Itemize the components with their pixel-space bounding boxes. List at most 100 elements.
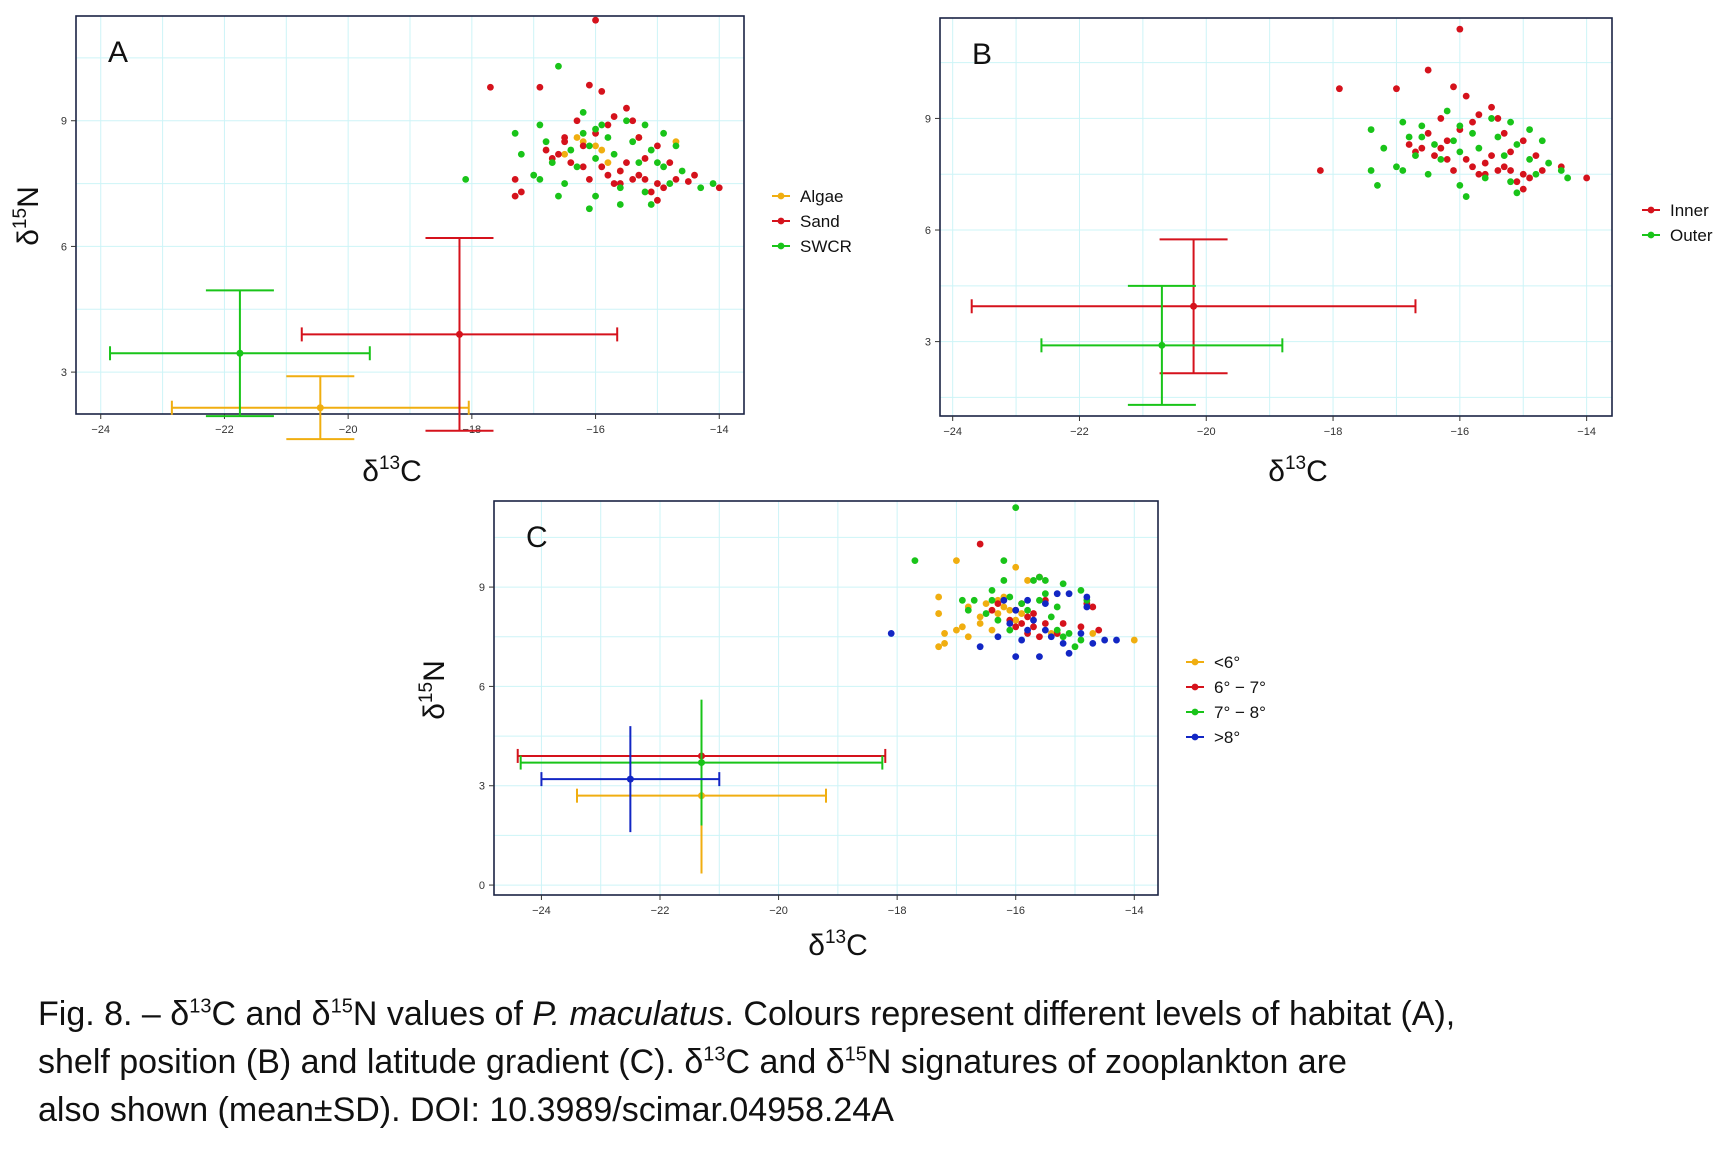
data-point — [1418, 122, 1426, 130]
plot-frame — [939, 17, 1613, 417]
data-point — [1000, 603, 1008, 611]
y-tick-label: 3 — [925, 337, 931, 349]
mean-point — [455, 330, 463, 338]
x-tick-label: −20 — [1197, 426, 1216, 438]
data-point — [982, 610, 990, 617]
data-point — [1089, 603, 1097, 611]
data-point — [1012, 504, 1020, 512]
x-tick-label: −22 — [215, 424, 234, 436]
data-point — [1006, 593, 1014, 601]
data-point — [715, 184, 723, 192]
data-point — [1065, 649, 1073, 657]
data-point — [1380, 144, 1388, 152]
data-point — [1000, 577, 1008, 584]
y-axis-label-superscript: 15 — [10, 208, 31, 229]
data-point — [610, 180, 618, 187]
data-point — [994, 600, 1002, 608]
y-axis-label-base: δ — [12, 229, 45, 246]
data-point — [1089, 630, 1097, 637]
data-point — [1053, 590, 1061, 598]
figure-canvas: −24−22−20−18−16−14369Aδ13Cδ15NAlgaeSandS… — [10, 15, 1713, 962]
x-axis-label: δ13C — [1268, 453, 1328, 488]
data-point — [1481, 159, 1489, 167]
data-point — [976, 613, 984, 621]
data-point — [1041, 626, 1049, 634]
data-point — [641, 155, 649, 162]
data-point — [598, 88, 606, 95]
data-point — [1424, 66, 1432, 74]
data-point — [1519, 185, 1527, 193]
data-point — [1012, 623, 1020, 631]
data-point — [647, 201, 655, 208]
data-point — [1507, 178, 1514, 186]
legend-key-dot — [1647, 206, 1655, 214]
data-point — [953, 626, 960, 634]
data-point — [1443, 155, 1451, 163]
caption-superscript: 13 — [189, 995, 212, 1018]
data-point — [935, 593, 943, 601]
data-point — [1059, 633, 1067, 641]
data-point — [1475, 170, 1483, 178]
data-point — [1519, 170, 1527, 178]
data-point — [684, 178, 692, 185]
data-point — [1393, 163, 1400, 171]
y-axis-label: δ15N — [416, 660, 451, 720]
data-point — [542, 146, 550, 154]
data-point — [1399, 118, 1407, 126]
data-point — [958, 596, 966, 604]
y-axis-label-tail: N — [12, 186, 45, 208]
data-point — [1500, 129, 1508, 137]
data-point — [1036, 633, 1043, 641]
data-point — [1557, 167, 1565, 174]
data-point — [623, 159, 630, 167]
data-point — [1583, 174, 1591, 182]
caption-superscript: 15 — [330, 995, 353, 1018]
data-point — [941, 639, 948, 647]
data-point — [1041, 620, 1049, 627]
data-point — [536, 83, 544, 91]
data-point — [1469, 118, 1476, 126]
data-point — [1424, 170, 1432, 178]
data-point — [1024, 596, 1031, 604]
data-point — [1374, 181, 1381, 189]
data-point — [1450, 167, 1457, 174]
data-point — [1399, 167, 1407, 174]
data-point — [1047, 613, 1055, 621]
data-point — [1059, 620, 1067, 627]
legend-label: Inner — [1670, 201, 1709, 220]
data-point — [598, 146, 606, 154]
x-tick-label: −14 — [710, 424, 729, 436]
caption-text: C and δ — [725, 1043, 845, 1081]
data-point — [579, 142, 587, 150]
data-point — [561, 150, 569, 158]
data-point — [1036, 573, 1043, 581]
data-point — [1456, 181, 1464, 189]
y-tick-label: 6 — [925, 225, 931, 237]
x-axis-label-superscript: 13 — [825, 927, 846, 948]
data-point — [1450, 137, 1457, 145]
data-point — [660, 163, 667, 171]
data-point — [604, 159, 612, 167]
data-point — [1538, 167, 1546, 174]
x-tick-label: −16 — [1006, 905, 1025, 917]
data-point — [585, 205, 593, 213]
caption-superscript: 13 — [703, 1043, 726, 1066]
legend-key-dot — [1191, 683, 1199, 691]
x-tick-label: −18 — [1324, 426, 1343, 438]
data-point — [887, 630, 895, 637]
data-point — [592, 142, 599, 150]
data-point — [647, 146, 655, 154]
y-axis-label-base: δ — [418, 703, 451, 720]
data-point — [585, 142, 593, 150]
data-point — [970, 596, 978, 604]
data-point — [1030, 577, 1037, 584]
x-axis-label-superscript: 13 — [1285, 453, 1306, 474]
caption-text: Fig. 8. – δ — [38, 995, 190, 1033]
data-point — [1488, 103, 1495, 111]
data-point — [654, 142, 661, 150]
data-point — [1053, 626, 1061, 634]
data-point — [1036, 596, 1043, 604]
data-point — [964, 633, 972, 641]
